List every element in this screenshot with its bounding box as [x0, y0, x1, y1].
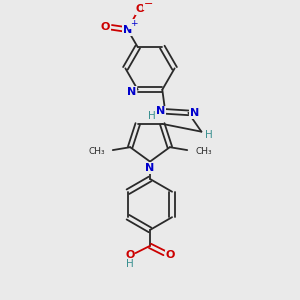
- Text: H: H: [126, 259, 134, 269]
- Text: +: +: [130, 20, 138, 28]
- Text: O: O: [166, 250, 175, 260]
- Text: N: N: [127, 87, 136, 97]
- Text: H: H: [148, 111, 156, 121]
- Text: CH₃: CH₃: [88, 147, 105, 156]
- Text: O: O: [100, 22, 110, 32]
- Text: N: N: [146, 163, 154, 173]
- Text: −: −: [144, 0, 153, 9]
- Text: O: O: [125, 250, 134, 260]
- Text: N: N: [190, 108, 199, 118]
- Text: N: N: [156, 106, 166, 116]
- Text: N: N: [123, 25, 132, 35]
- Text: H: H: [205, 130, 212, 140]
- Text: CH₃: CH₃: [195, 147, 212, 156]
- Text: O: O: [136, 4, 145, 14]
